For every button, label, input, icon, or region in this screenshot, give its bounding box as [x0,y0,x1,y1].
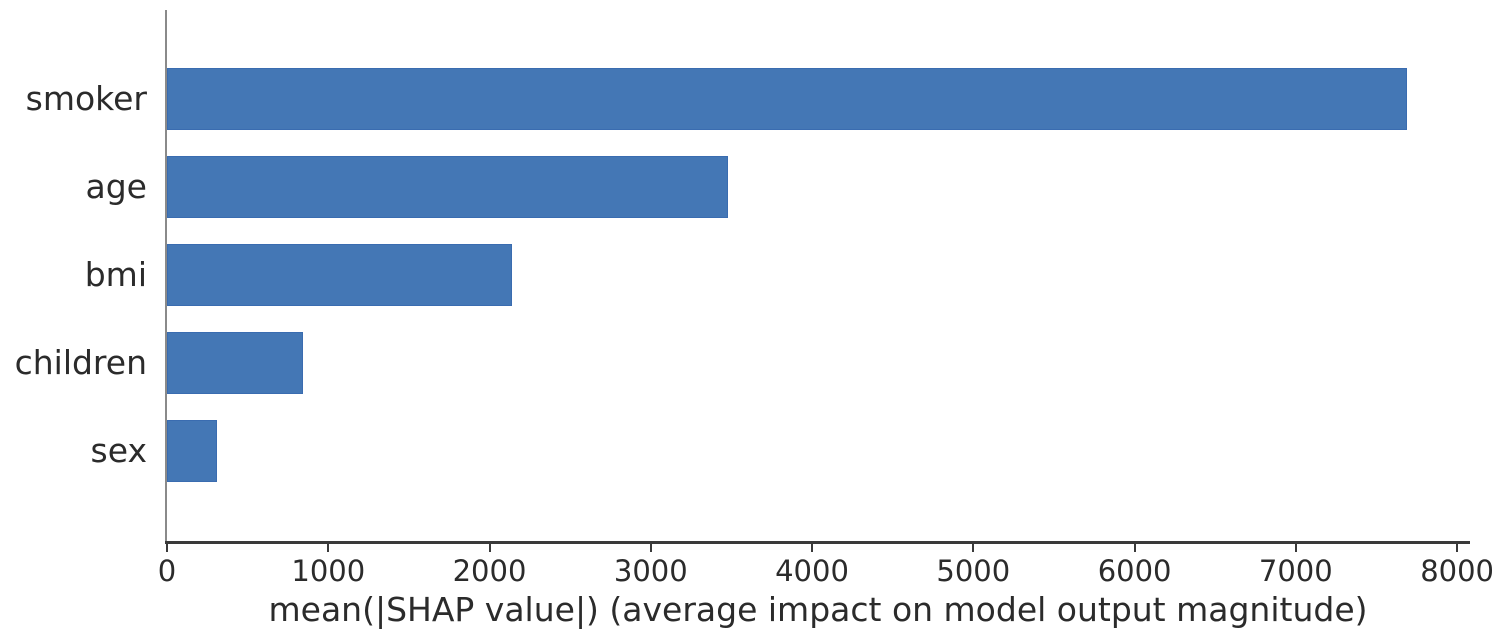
x-tick-mark [972,544,975,552]
x-tick-label: 4000 [775,554,849,588]
y-tick-label-smoker: smoker [25,78,147,118]
x-tick-mark [327,544,330,552]
bar-smoker [167,67,1408,130]
x-tick-label: 0 [157,554,177,588]
x-axis-title: mean(|SHAP value|) (average impact on mo… [268,590,1368,629]
x-tick-label: 1000 [291,554,366,588]
x-tick-label: 3000 [613,554,688,588]
x-tick-mark [649,544,652,552]
x-tick-mark [1294,544,1297,552]
x-axis-line [165,541,1470,544]
x-tick-label: 7000 [1258,554,1333,588]
bar-age [167,155,729,218]
x-tick-label: 6000 [1097,554,1172,588]
bar-sex [167,420,217,483]
x-tick-label: 2000 [452,554,527,588]
x-tick-label: 5000 [936,554,1011,588]
bar-bmi [167,243,513,306]
x-tick-mark [811,544,813,552]
x-tick-mark [1456,544,1459,552]
x-tick-label: 8000 [1420,554,1494,588]
y-tick-label-sex: sex [90,431,147,471]
x-tick-mark [1133,544,1136,552]
x-tick-mark [166,544,168,552]
y-tick-label-age: age [85,166,147,206]
y-axis-line [165,10,167,544]
y-tick-label-children: children [14,343,147,383]
x-tick-mark [488,544,491,552]
y-tick-label-bmi: bmi [84,254,147,294]
bar-children [167,332,303,395]
